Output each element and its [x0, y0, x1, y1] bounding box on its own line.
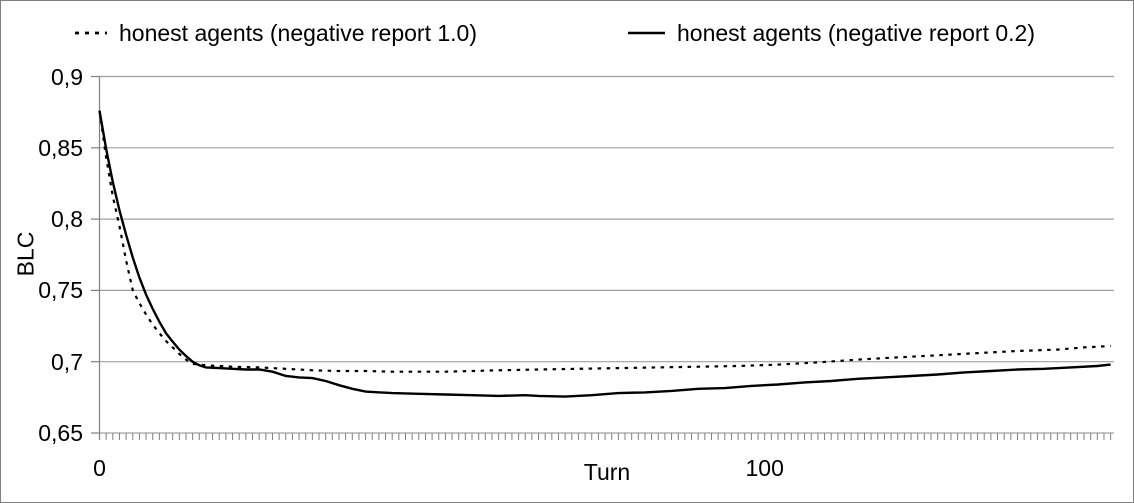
x-axis-title: Turn [583, 459, 631, 485]
legend-item-negative-report-0-2: honest agents (negative report 0.2) [627, 18, 1035, 48]
legend-item-negative-report-1-0: honest agents (negative report 1.0) [74, 18, 477, 48]
series-solid [98, 110, 1111, 398]
x-tick-label: 0 [93, 455, 106, 481]
y-tick-label: 0,9 [51, 63, 83, 90]
dotted-line-marker [75, 31, 107, 35]
y-tick-label: 0,8 [51, 206, 83, 233]
legend-label: honest agents (negative report 1.0) [119, 19, 478, 46]
series-dotted [98, 110, 1111, 373]
y-tick-label: 0,7 [51, 348, 83, 375]
legend-label: honest agents (negative report 0.2) [677, 19, 1036, 46]
solid-line-marker [628, 31, 665, 35]
y-tick-label: 0,65 [38, 420, 83, 446]
y-tick-label: 0,75 [38, 277, 83, 304]
y-axis-title: BLC [12, 231, 39, 277]
y-tick-label: 0,85 [38, 134, 83, 161]
x-tick-label: 100 [745, 455, 784, 481]
